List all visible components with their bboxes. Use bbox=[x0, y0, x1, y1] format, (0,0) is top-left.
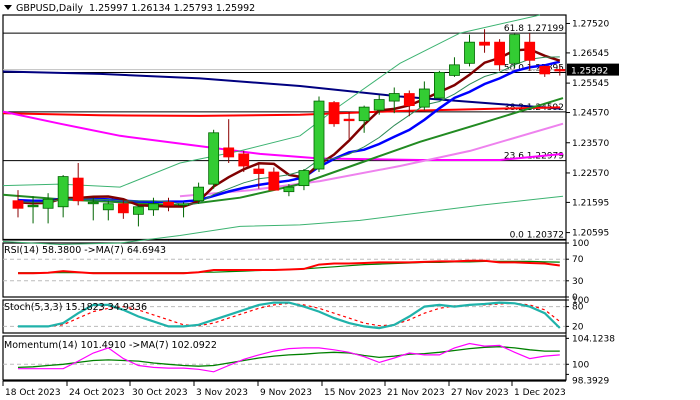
candle[interactable] bbox=[163, 197, 174, 212]
candle[interactable] bbox=[479, 29, 490, 53]
date-tick: 3 Nov 2023 bbox=[196, 388, 248, 398]
price-tick: 1.24570 bbox=[572, 109, 609, 119]
stoch-scale: 20 bbox=[572, 322, 584, 332]
candle[interactable] bbox=[57, 175, 69, 218]
symbol-label: GBPUSD,Daily bbox=[16, 3, 83, 14]
candle[interactable] bbox=[403, 90, 415, 117]
date-tick: 27 Nov 2023 bbox=[451, 388, 509, 398]
candle[interactable] bbox=[388, 87, 400, 114]
price-tick: 1.23570 bbox=[572, 139, 609, 149]
candle[interactable] bbox=[283, 184, 295, 197]
candle[interactable] bbox=[343, 111, 355, 139]
candle[interactable] bbox=[193, 182, 205, 204]
stoch-panel-label: Stoch(5,3,3) 15.1823 34.9336 bbox=[4, 302, 148, 313]
price-tick: 1.27520 bbox=[572, 19, 609, 29]
main-panel bbox=[2, 14, 567, 241]
candle[interactable] bbox=[268, 167, 280, 191]
candle[interactable] bbox=[132, 205, 144, 227]
candle[interactable] bbox=[238, 150, 250, 173]
rsi-ma-line bbox=[18, 260, 560, 274]
sma-navy-line bbox=[2, 70, 561, 110]
fib-label: 50.0 1.25895 bbox=[504, 64, 564, 74]
stoch-scale: 100 bbox=[572, 296, 589, 306]
candle[interactable] bbox=[328, 101, 340, 127]
candle[interactable] bbox=[539, 64, 551, 77]
candle[interactable] bbox=[554, 65, 566, 76]
date-tick: 24 Oct 2023 bbox=[69, 388, 125, 398]
candle[interactable] bbox=[449, 57, 460, 77]
rsi-scale: 100 bbox=[572, 239, 589, 249]
date-tick: 1 Dec 2023 bbox=[514, 388, 566, 398]
sma-violet-line bbox=[179, 122, 564, 198]
price-tick: 1.21595 bbox=[572, 198, 609, 208]
chart-header: GBPUSD,Daily 1.25997 1.26134 1.25793 1.2… bbox=[4, 3, 255, 14]
candle[interactable] bbox=[117, 200, 129, 219]
rsi-scale: 0 bbox=[572, 293, 578, 303]
candle[interactable] bbox=[208, 129, 220, 189]
candle[interactable] bbox=[223, 119, 235, 163]
candle[interactable] bbox=[87, 197, 99, 221]
candle[interactable] bbox=[464, 34, 475, 67]
rsi-panel-label: RSI(14) 58.3800 ->MA(7) 64.6943 bbox=[4, 245, 167, 256]
candle[interactable] bbox=[509, 33, 521, 68]
fib-label: 0.0 1.20372 bbox=[510, 230, 564, 240]
price-tick: 1.25545 bbox=[572, 79, 609, 89]
ohlc-values: 1.25997 1.26134 1.25793 1.25992 bbox=[89, 3, 256, 14]
fib-label: 61.8 1.27199 bbox=[504, 24, 564, 34]
date-tick: 18 Oct 2023 bbox=[5, 388, 61, 398]
candle[interactable] bbox=[433, 70, 445, 99]
sma-magenta-line bbox=[2, 110, 564, 161]
price-tick: 1.20595 bbox=[572, 229, 609, 239]
candle[interactable] bbox=[358, 105, 370, 133]
candle[interactable] bbox=[298, 169, 310, 191]
date-tick: 21 Nov 2023 bbox=[387, 388, 445, 398]
momentum-scale: 100 bbox=[572, 360, 589, 370]
candle[interactable] bbox=[72, 162, 84, 206]
sma-red-line bbox=[2, 106, 561, 117]
price-tick: 1.26545 bbox=[572, 49, 609, 59]
candle[interactable] bbox=[102, 200, 114, 221]
ema-green-line bbox=[2, 97, 564, 207]
candle[interactable] bbox=[418, 81, 430, 111]
candle[interactable] bbox=[373, 95, 385, 115]
current-price-badge bbox=[567, 63, 619, 76]
rsi-line bbox=[18, 259, 560, 275]
candle[interactable] bbox=[253, 162, 265, 189]
date-tick: 30 Oct 2023 bbox=[132, 388, 188, 398]
candle[interactable] bbox=[12, 190, 24, 218]
ema-thin-line bbox=[17, 56, 560, 206]
candle[interactable] bbox=[313, 96, 325, 173]
date-tick: 9 Nov 2023 bbox=[260, 388, 312, 398]
rsi-scale: 70 bbox=[572, 255, 584, 265]
price-tick: 1.22570 bbox=[572, 169, 609, 179]
momentum-ma-line bbox=[17, 346, 560, 369]
date-tick: 15 Nov 2023 bbox=[324, 388, 382, 398]
stoch-scale: 80 bbox=[572, 303, 584, 313]
momentum-scale: 98.3929 bbox=[572, 376, 609, 386]
momentum-line bbox=[18, 342, 560, 373]
candle[interactable] bbox=[27, 196, 39, 224]
rsi-scale: 30 bbox=[572, 277, 584, 287]
candle[interactable] bbox=[524, 33, 536, 71]
current-price-label: 1.25992 bbox=[571, 67, 608, 77]
bollinger-lower bbox=[2, 195, 564, 246]
candle[interactable] bbox=[494, 39, 506, 71]
momentum-panel-label: Momentum(14) 101.4910 ->MA(7) 102.0922 bbox=[4, 340, 217, 351]
bollinger-upper bbox=[2, 14, 541, 188]
stoch-main-line bbox=[18, 301, 561, 330]
candle[interactable] bbox=[42, 193, 54, 224]
candle[interactable] bbox=[178, 202, 189, 218]
candle[interactable] bbox=[148, 197, 159, 216]
dropdown-triangle-icon[interactable] bbox=[4, 5, 12, 10]
momentum-scale: 104.1238 bbox=[572, 334, 615, 344]
